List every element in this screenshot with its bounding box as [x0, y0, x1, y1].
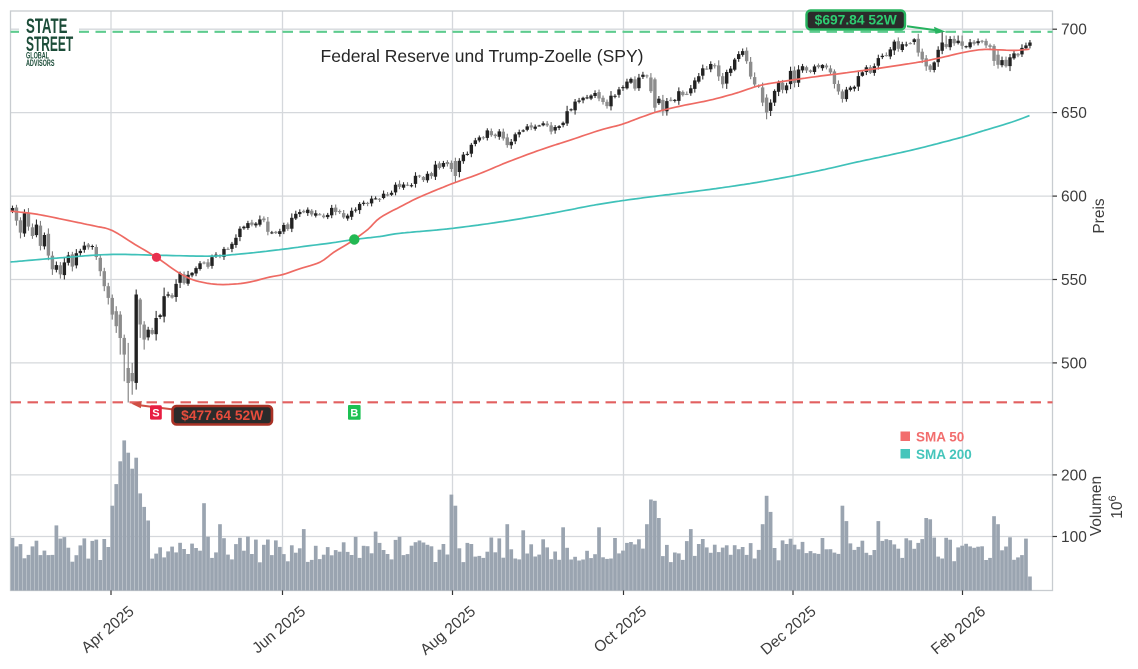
- svg-text:200: 200: [1061, 467, 1087, 484]
- svg-text:500: 500: [1061, 355, 1087, 372]
- svg-text:650: 650: [1061, 105, 1087, 122]
- svg-text:Preis: Preis: [1091, 198, 1108, 234]
- svg-text:GLOBAL: GLOBAL: [26, 50, 49, 61]
- svg-text:$697.84 52W: $697.84 52W: [815, 13, 898, 28]
- svg-text:550: 550: [1061, 272, 1087, 289]
- svg-text:B: B: [350, 408, 358, 420]
- svg-text:Volumen: Volumen: [1088, 476, 1105, 536]
- svg-text:S: S: [152, 407, 159, 419]
- svg-text:700: 700: [1061, 22, 1087, 39]
- svg-text:$477.64 52W: $477.64 52W: [181, 408, 264, 423]
- svg-text:Federal Reserve und Trump-Zoel: Federal Reserve und Trump-Zoelle (SPY): [321, 46, 644, 66]
- svg-text:100: 100: [1061, 529, 1087, 546]
- svg-text:SMA 200: SMA 200: [916, 447, 972, 462]
- svg-text:STATE: STATE: [26, 14, 68, 38]
- svg-text:ADVISORS: ADVISORS: [26, 58, 55, 69]
- svg-text:STREET: STREET: [26, 32, 74, 55]
- svg-text:600: 600: [1061, 189, 1087, 206]
- svg-text:SMA 50: SMA 50: [916, 430, 964, 445]
